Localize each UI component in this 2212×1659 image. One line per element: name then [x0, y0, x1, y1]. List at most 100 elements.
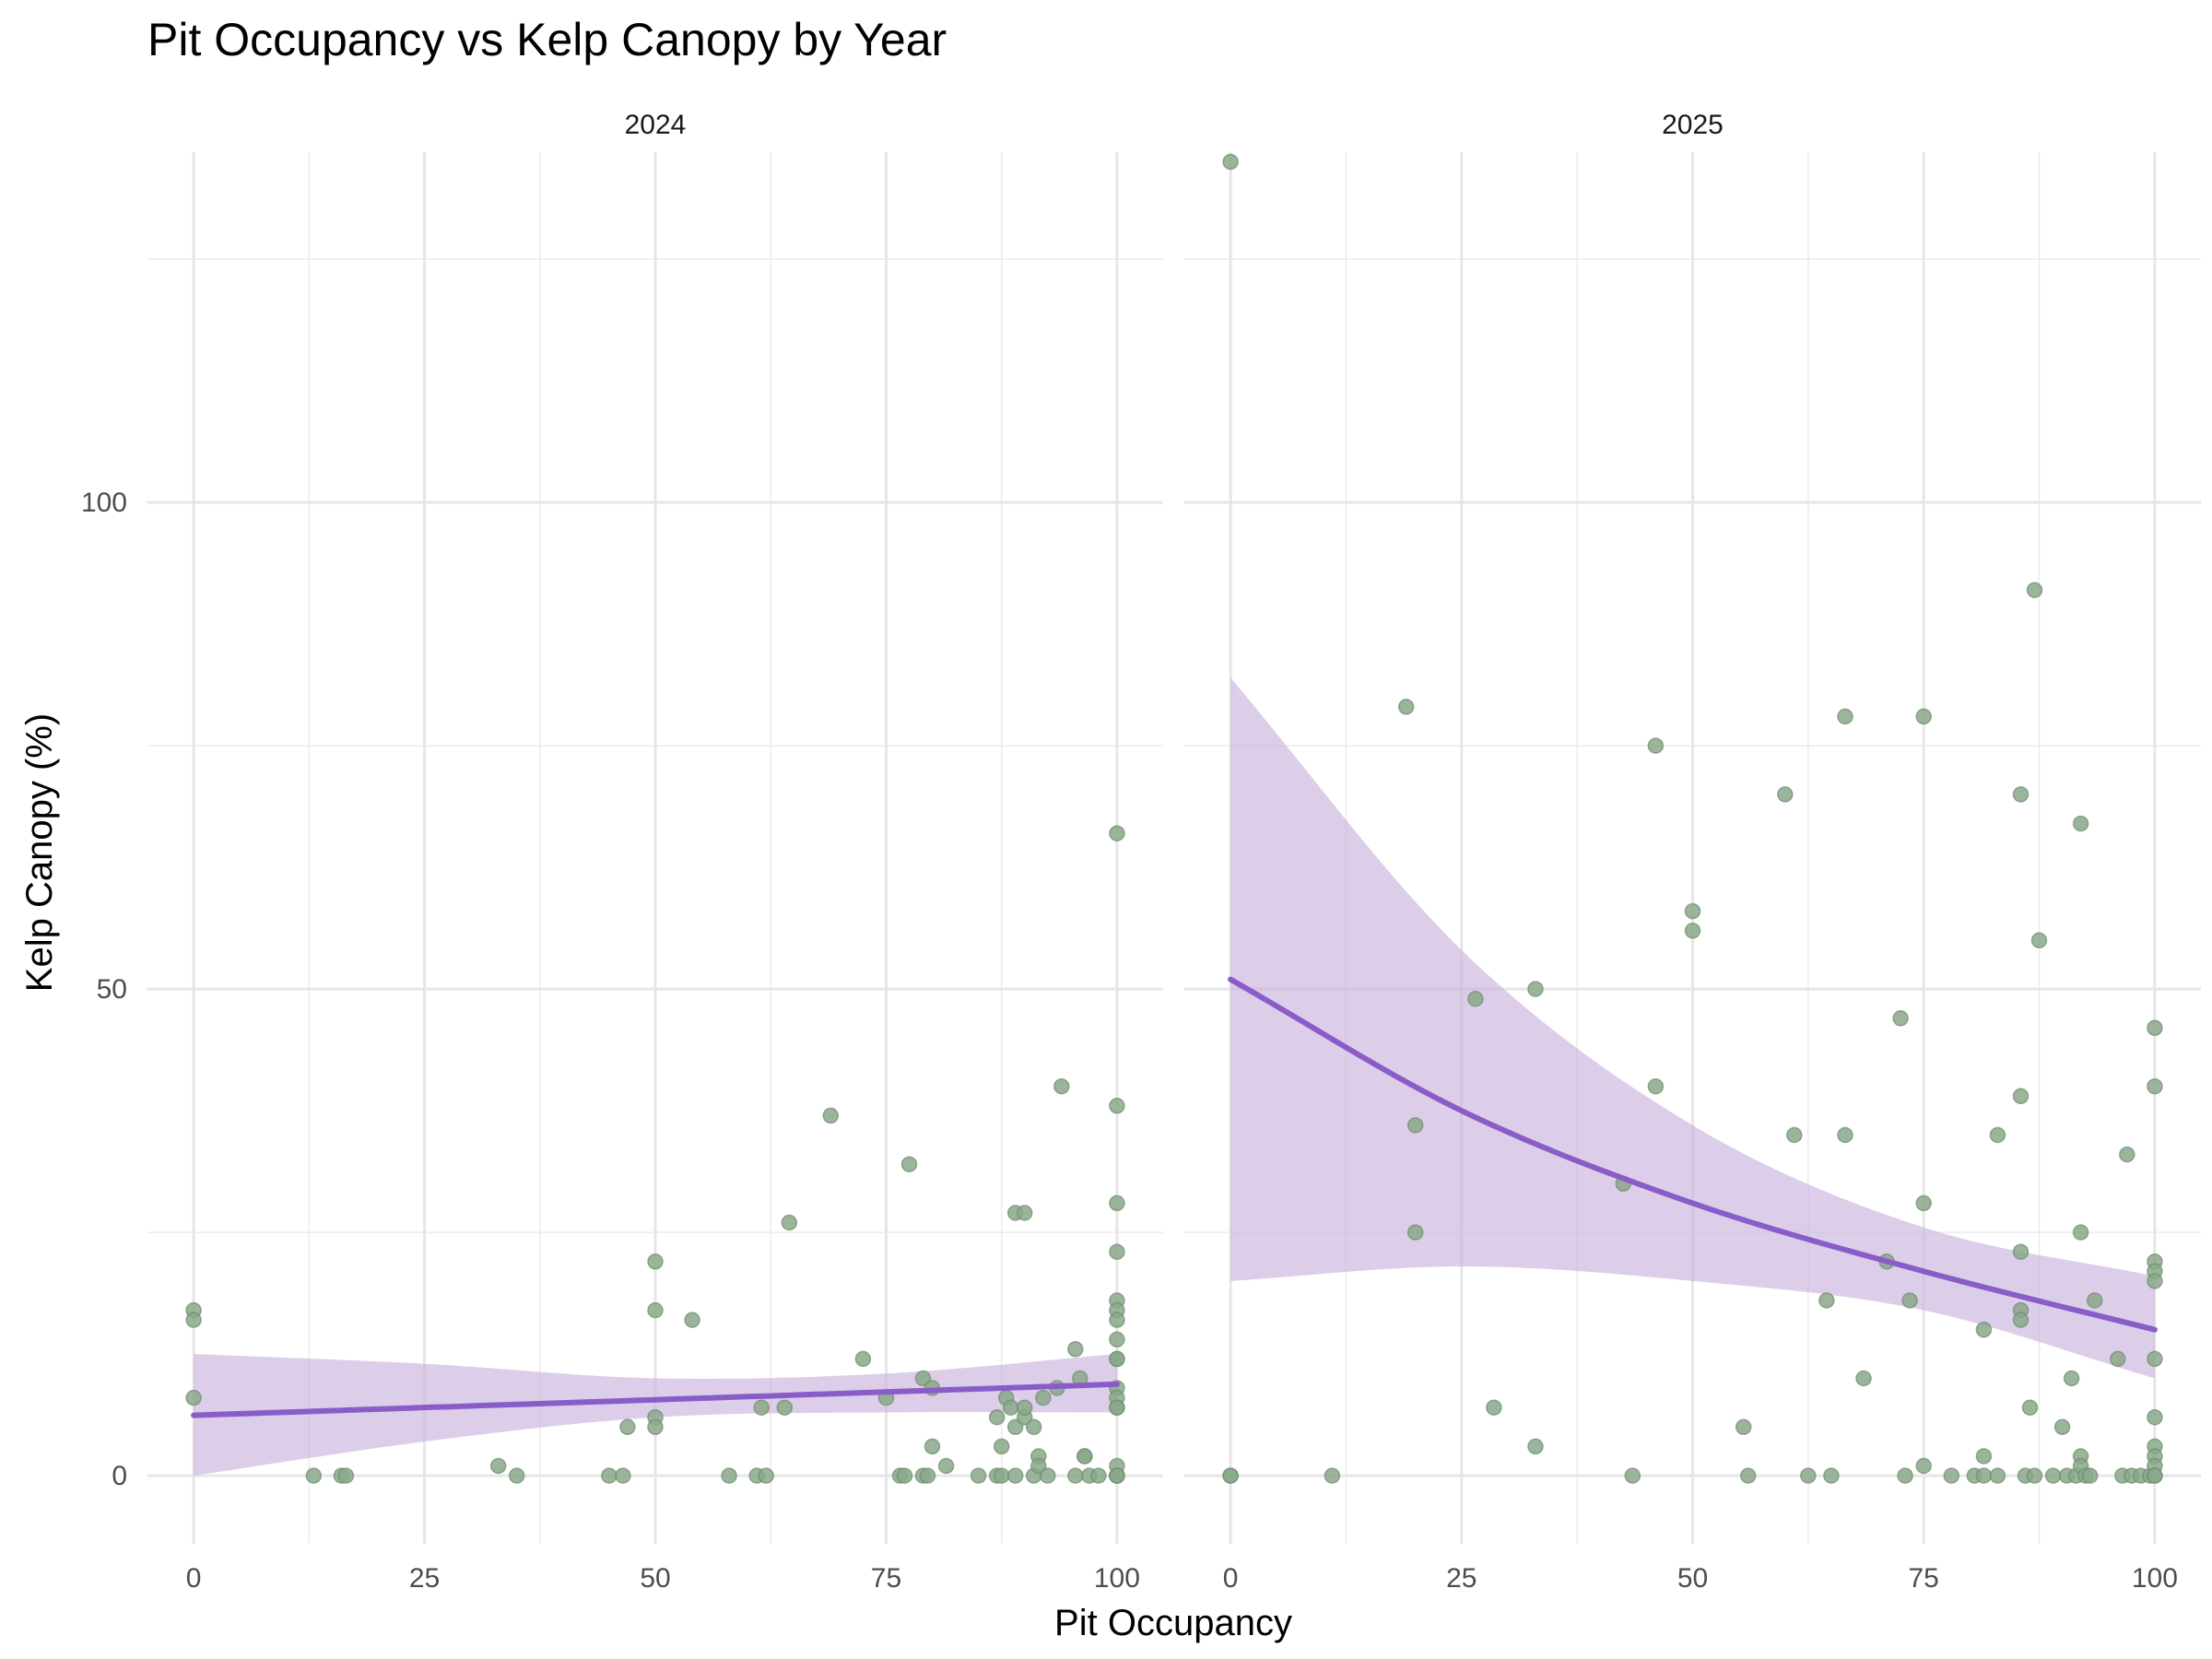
data-point	[993, 1438, 1010, 1455]
data-point	[508, 1467, 525, 1484]
x-tick-label: 50	[1677, 1563, 1708, 1594]
data-point	[1837, 1126, 1853, 1144]
data-point	[1800, 1467, 1817, 1484]
data-point	[1030, 1457, 1047, 1475]
data-point	[753, 1399, 770, 1416]
data-point	[1109, 1312, 1125, 1328]
grid	[147, 152, 1163, 1544]
data-point	[1818, 1292, 1835, 1309]
x-tick-label: 0	[186, 1563, 202, 1594]
data-point	[1040, 1467, 1056, 1484]
data-point	[185, 1389, 202, 1406]
data-point	[1467, 990, 1484, 1007]
data-point	[1975, 1321, 1993, 1338]
panel-2025: 2025 0 25 50 75 100	[1184, 110, 2201, 1594]
x-tick-label: 25	[1446, 1563, 1477, 1594]
data-point	[1109, 1467, 1125, 1484]
x-tick-label: 75	[871, 1563, 901, 1594]
x-tick-label: 75	[1908, 1563, 1938, 1594]
data-point	[1786, 1126, 1803, 1144]
data-point	[1025, 1418, 1042, 1436]
data-point	[1975, 1448, 1993, 1465]
trend-line	[191, 1381, 1120, 1418]
x-tick-label: 25	[409, 1563, 440, 1594]
data-point	[2026, 582, 2043, 598]
data-point	[1109, 1194, 1125, 1212]
data-point	[601, 1467, 618, 1484]
data-point	[1837, 708, 1853, 725]
data-point	[988, 1408, 1006, 1426]
data-point	[1647, 1077, 1665, 1095]
trend-line	[1228, 976, 2158, 1333]
data-point	[2119, 1146, 2136, 1163]
points	[1222, 153, 2163, 1484]
data-point	[1067, 1467, 1084, 1484]
data-point	[721, 1467, 737, 1484]
data-point	[185, 1312, 202, 1328]
data-point	[993, 1467, 1010, 1484]
x-axis-label: Pit Occupancy	[1054, 1603, 1292, 1643]
data-point	[1647, 737, 1665, 754]
data-point	[758, 1467, 774, 1484]
confidence-band	[1230, 677, 2155, 1379]
data-point	[2147, 1408, 2163, 1426]
data-point	[647, 1253, 664, 1270]
data-point	[305, 1467, 323, 1484]
y-tick-label: 0	[112, 1461, 127, 1491]
data-point	[615, 1467, 631, 1484]
data-point	[489, 1457, 507, 1475]
data-point	[1006, 1467, 1024, 1484]
data-point	[2147, 1273, 2163, 1289]
data-point	[1109, 1399, 1125, 1416]
data-point	[2086, 1292, 2103, 1309]
data-point	[337, 1467, 355, 1484]
data-point	[2147, 1350, 2163, 1368]
data-point	[1989, 1467, 2006, 1484]
data-point	[1397, 699, 1415, 715]
data-point	[1739, 1467, 1757, 1484]
facet-label: 2024	[625, 110, 687, 140]
data-point	[1053, 1077, 1070, 1095]
data-point	[2147, 1019, 2163, 1037]
data-point	[781, 1214, 798, 1231]
data-point	[1777, 786, 1794, 803]
x-tick-label: 100	[2132, 1563, 2178, 1594]
data-point	[970, 1467, 987, 1484]
data-point	[1016, 1205, 1033, 1221]
data-point	[2012, 1243, 2030, 1260]
data-point	[1035, 1389, 1052, 1406]
data-point	[1016, 1399, 1033, 1416]
data-point	[1915, 1457, 1932, 1475]
data-point	[776, 1399, 794, 1416]
data-point	[2081, 1467, 2099, 1484]
y-tick-label: 100	[81, 488, 127, 518]
data-point	[2110, 1350, 2126, 1368]
chart-title: Pit Occupancy vs Kelp Canopy by Year	[147, 14, 947, 65]
data-point	[1684, 923, 1701, 939]
data-point	[1975, 1467, 1993, 1484]
data-point	[2012, 786, 2030, 803]
points	[185, 825, 1125, 1484]
data-point	[1823, 1467, 1840, 1484]
data-point	[937, 1457, 955, 1475]
data-point	[647, 1418, 664, 1436]
data-point	[1002, 1399, 1019, 1416]
data-point	[2072, 1224, 2089, 1241]
x-tick-label: 0	[1223, 1563, 1239, 1594]
data-point	[1855, 1370, 1872, 1387]
data-point	[1109, 1350, 1125, 1368]
data-point	[1892, 1010, 1909, 1027]
data-point	[1406, 1224, 1424, 1241]
data-point	[822, 1107, 840, 1124]
data-point	[1222, 153, 1239, 171]
data-point	[1486, 1399, 1502, 1416]
data-point	[1109, 825, 1125, 841]
data-point	[684, 1312, 700, 1328]
data-point	[1109, 1098, 1125, 1114]
data-point	[1090, 1467, 1107, 1484]
data-point	[1915, 1194, 1932, 1212]
data-point	[1077, 1448, 1093, 1465]
data-point	[1684, 902, 1701, 920]
data-point	[1109, 1243, 1125, 1260]
